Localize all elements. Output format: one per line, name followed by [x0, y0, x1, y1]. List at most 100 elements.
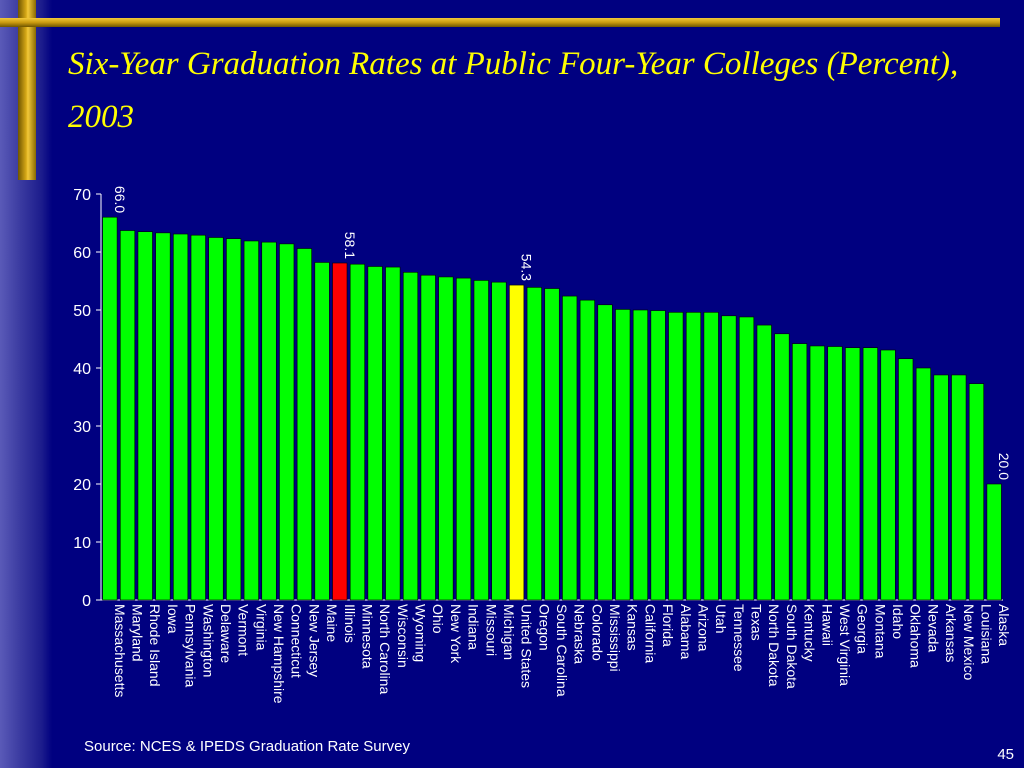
bar-west-virginia: [827, 346, 843, 601]
bar-washington: [190, 234, 206, 601]
x-label-virginia: Virginia: [253, 604, 269, 651]
bar-colorado: [579, 299, 595, 601]
bar-nebraska: [562, 295, 578, 601]
x-label-kansas: Kansas: [625, 604, 641, 651]
bar-michigan: [491, 281, 507, 601]
bar-united-states: [509, 284, 525, 601]
x-axis-labels: Massachusetts Maryland Rhode Island Iowa Pen…: [112, 604, 1012, 704]
x-label-delaware: Delaware: [218, 604, 234, 663]
data-labels: 66.0 58.1 54.3 20.0: [112, 186, 1012, 480]
bar-delaware: [208, 237, 224, 601]
x-label-washington: Washington: [200, 604, 216, 677]
bar-utah: [703, 312, 719, 601]
x-label-south-carolina: South Carolina: [554, 604, 570, 697]
x-label-new-jersey: New Jersey: [306, 604, 322, 677]
x-label-wisconsin: Wisconsin: [395, 604, 411, 668]
bar-south-dakota: [774, 333, 790, 601]
x-label-maryland: Maryland: [130, 604, 146, 662]
bar-iowa: [155, 232, 171, 601]
bar-georgia: [845, 347, 861, 601]
x-label-massachusetts: Massachusetts: [112, 604, 128, 697]
bar-maryland: [119, 230, 136, 601]
x-label-maine: Maine: [324, 604, 340, 642]
data-label-united-states: 54.3: [519, 254, 535, 281]
bar-north-carolina: [367, 266, 383, 601]
x-label-alaska: Alaska: [996, 604, 1012, 646]
x-label-minnesota: Minnesota: [359, 604, 375, 669]
x-label-hawaii: Hawaii: [819, 604, 835, 646]
x-label-pennsylvania: Pennsylvania: [183, 604, 199, 687]
bar-kentucky: [792, 343, 808, 601]
x-label-new-york: New York: [448, 604, 464, 664]
bar-idaho: [880, 349, 896, 601]
bar-mississippi: [597, 304, 613, 601]
bar-hawaii: [809, 345, 825, 601]
x-label-nevada: Nevada: [925, 604, 941, 652]
x-label-colorado: Colorado: [589, 604, 605, 661]
y-tick-label: 50: [73, 303, 91, 320]
bar-alabama: [668, 312, 684, 601]
x-label-nebraska: Nebraska: [572, 604, 588, 664]
bar-minnesota: [349, 263, 366, 601]
x-label-connecticut: Connecticut: [289, 604, 305, 678]
x-label-tennessee: Tennessee: [731, 604, 747, 672]
data-label-massachusetts: 66.0: [112, 186, 128, 213]
bar-tennessee: [721, 315, 737, 601]
bar-new-jersey: [296, 248, 312, 601]
bar-south-carolina: [544, 288, 560, 601]
bar-wyoming: [402, 271, 419, 601]
x-label-new-hampshire: New Hampshire: [271, 604, 287, 704]
bar-alaska: [986, 483, 1002, 601]
y-tick-label: 30: [73, 419, 91, 436]
x-label-arizona: Arizona: [695, 604, 711, 652]
x-label-louisiana: Louisiana: [978, 604, 994, 664]
bar-vermont: [226, 238, 242, 601]
x-label-vermont: Vermont: [236, 604, 252, 656]
y-tick-label: 60: [73, 245, 91, 262]
x-label-mississippi: Mississippi: [607, 604, 623, 672]
x-label-michigan: Michigan: [501, 604, 517, 660]
bar-nevada: [915, 367, 931, 601]
x-label-idaho: Idaho: [890, 604, 906, 639]
x-label-oklahoma: Oklahoma: [908, 604, 924, 668]
x-label-arkansas: Arkansas: [943, 604, 959, 662]
y-tick-label: 40: [73, 361, 91, 378]
bar-north-dakota: [756, 324, 772, 601]
data-label-illinois: 58.1: [342, 232, 358, 259]
bar-missouri: [473, 280, 489, 601]
x-label-indiana: Indiana: [466, 604, 482, 650]
bar-kansas: [615, 309, 631, 601]
x-label-oregon: Oregon: [536, 604, 552, 651]
x-label-utah: Utah: [713, 604, 729, 634]
bar-california: [632, 309, 648, 601]
x-label-new-mexico: New Mexico: [961, 604, 977, 680]
bar-florida: [650, 310, 666, 601]
bar-montana: [862, 347, 878, 601]
page-number: 45: [997, 746, 1014, 763]
bar-rhode-island: [137, 231, 153, 601]
source-note: Source: NCES & IPEDS Graduation Rate Sur…: [84, 738, 410, 755]
y-tick-label: 20: [73, 477, 91, 494]
bar-louisiana: [968, 383, 985, 601]
bar-ohio: [420, 274, 436, 601]
x-label-alabama: Alabama: [678, 604, 694, 659]
x-label-wyoming: Wyoming: [413, 604, 429, 662]
x-label-california: California: [642, 604, 658, 663]
x-label-ohio: Ohio: [430, 604, 446, 634]
bar-arkansas: [933, 374, 949, 601]
bar-texas: [738, 316, 755, 601]
bar-pennsylvania: [173, 233, 189, 601]
x-label-texas: Texas: [749, 604, 765, 641]
bar-illinois: [332, 262, 348, 601]
x-label-north-carolina: North Carolina: [377, 604, 393, 694]
bar-new-mexico: [951, 374, 967, 601]
x-label-rhode-island: Rhode Island: [147, 604, 163, 687]
top-gold-rule: [0, 18, 1000, 27]
slide-title: Six-Year Graduation Rates at Public Four…: [68, 46, 959, 135]
bar-wisconsin: [385, 266, 401, 601]
bar-maine: [314, 262, 330, 601]
bar-virginia: [243, 240, 259, 601]
bar-connecticut: [279, 243, 295, 601]
x-label-north-dakota: North Dakota: [766, 604, 782, 687]
x-label-west-virginia: West Virginia: [837, 604, 853, 686]
